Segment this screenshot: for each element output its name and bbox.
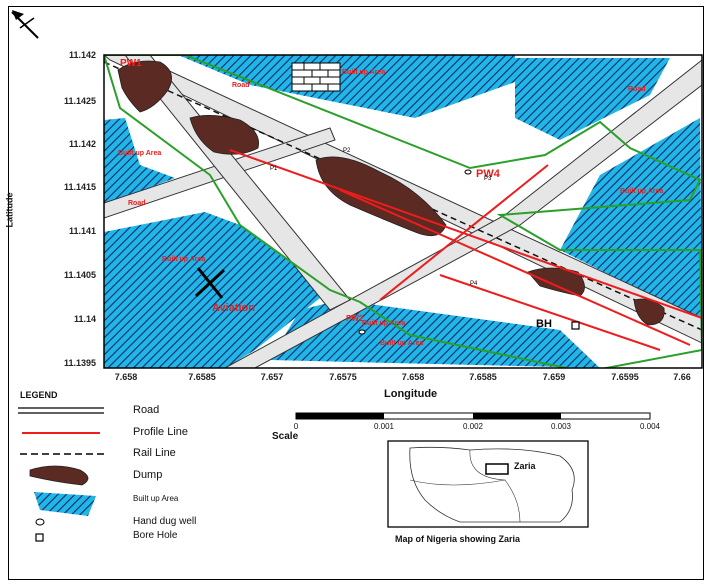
y-tick-label: 11.1405 xyxy=(63,270,96,280)
built-up-area xyxy=(270,300,600,368)
scale-bar-graphic xyxy=(295,412,651,420)
road-label: Road xyxy=(232,82,250,89)
hand-dug-well-marker xyxy=(358,329,366,335)
legend-item-dump: Dump xyxy=(133,469,163,481)
x-tick-label: 7.659 xyxy=(542,372,566,382)
x-tick-label: 7.6595 xyxy=(611,372,639,382)
legend-title: LEGEND xyxy=(20,390,58,400)
x-tick-label: 7.657 xyxy=(260,372,284,382)
profile-label: P2 xyxy=(343,148,351,154)
y-tick-label: 11.141 xyxy=(68,226,96,236)
scale-tick-label: 0 xyxy=(293,422,299,431)
built-up-area xyxy=(515,58,670,140)
dump xyxy=(117,60,172,113)
legend-item-bore-hole: Bore Hole xyxy=(133,530,178,541)
road xyxy=(124,55,351,311)
pw2-label: PW2 xyxy=(346,314,364,323)
inset-map xyxy=(387,440,589,528)
x-tick-label: 7.658 xyxy=(114,372,138,382)
built-up-label: Built up Area xyxy=(162,256,206,263)
x-tick-label: 7.6585 xyxy=(188,372,216,382)
pw4-label: PW4 xyxy=(476,168,500,180)
legend-item-hand-dug-well: Hand dug well xyxy=(133,516,197,527)
y-tick-label: 11.1415 xyxy=(63,182,96,192)
profile-label: P1 xyxy=(270,166,278,172)
pw1-label: PW1 xyxy=(120,58,142,69)
scale-label: Scale xyxy=(272,431,299,442)
legend-symbols xyxy=(18,407,104,542)
wall-icon xyxy=(291,62,341,92)
built-up-area xyxy=(178,55,515,118)
y-tick-label: 11.14 xyxy=(73,314,96,324)
scale-tick-label: 0.004 xyxy=(639,422,661,431)
built-up-label: Built up Area xyxy=(362,320,406,327)
built-up-label: Built up Area xyxy=(342,69,386,76)
road-label: Road xyxy=(128,200,146,207)
scale-tick-label: 0.003 xyxy=(550,422,572,431)
profile-lines xyxy=(229,149,702,351)
y-axis-title: Latitude xyxy=(4,192,15,228)
bore-hole-marker xyxy=(571,321,580,330)
y-tick-label: 11.142 xyxy=(68,50,96,60)
built-up-label: Built up Area xyxy=(620,188,664,195)
x-tick-label: 7.6585 xyxy=(469,372,497,382)
legend-item-profile-line: Profile Line xyxy=(133,426,189,438)
y-tick-label: 11.1395 xyxy=(63,358,96,368)
x-tick-label: 7.658 xyxy=(401,372,425,382)
built-up-label: Built up Area xyxy=(380,340,424,347)
profile-label: P4 xyxy=(470,281,478,287)
dump xyxy=(189,115,259,155)
built-up-area xyxy=(560,118,702,332)
x-axis-title: Longitude xyxy=(384,388,438,400)
legend-item-rail-line: Rail Line xyxy=(133,447,176,459)
dump xyxy=(527,267,585,297)
x-tick-label: 7.66 xyxy=(673,372,691,382)
road-label: Road xyxy=(628,86,646,93)
built-up-label: Built up Area xyxy=(118,150,162,157)
bh-label: BH xyxy=(536,318,552,330)
map-area xyxy=(104,55,702,368)
inset-zaria-label: Zaria xyxy=(514,461,536,471)
legend-item-built-up: Built up Area xyxy=(133,494,179,503)
scale-tick-label: 0.002 xyxy=(462,422,484,431)
map-border xyxy=(103,54,703,369)
y-tick-label: 11.142 xyxy=(68,139,96,149)
built-up-area xyxy=(104,118,175,203)
y-tick-label: 11.1425 xyxy=(63,96,96,106)
study-boundary xyxy=(104,55,702,368)
hand-dug-well-marker xyxy=(464,169,472,175)
x-tick-label: 7.6575 xyxy=(329,372,357,382)
airplane-icon xyxy=(194,267,226,299)
profile-label: P3 xyxy=(484,176,492,182)
north-arrow-icon xyxy=(11,10,39,39)
scale-tick-label: 0.001 xyxy=(373,422,395,431)
legend-item-road: Road xyxy=(133,404,160,416)
inset-caption: Map of Nigeria showing Zaria xyxy=(395,534,521,544)
aviation-label: Aviation xyxy=(212,302,255,314)
